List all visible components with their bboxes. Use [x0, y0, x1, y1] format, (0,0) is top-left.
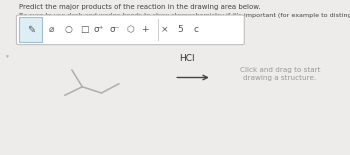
FancyBboxPatch shape: [19, 17, 42, 42]
Text: ⌀: ⌀: [49, 25, 55, 34]
Text: Predict the major products of the reaction in the drawing area below.: Predict the major products of the reacti…: [19, 4, 261, 10]
Text: ✎: ✎: [27, 25, 35, 35]
Text: Be sure to use dash and wedge bonds to show stereochemistry if it's important (f: Be sure to use dash and wedge bonds to s…: [19, 13, 350, 18]
Text: 5: 5: [177, 25, 183, 34]
FancyBboxPatch shape: [16, 15, 244, 45]
Text: +: +: [141, 25, 149, 34]
Text: ×: ×: [161, 25, 168, 34]
Text: c: c: [194, 25, 198, 34]
Text: σ⁺: σ⁺: [94, 25, 104, 34]
Text: Click and drag to start
drawing a structure.: Click and drag to start drawing a struct…: [240, 67, 320, 81]
Text: ᵩ: ᵩ: [5, 52, 8, 58]
Text: □: □: [80, 25, 88, 34]
Text: ⬡: ⬡: [126, 25, 134, 34]
Text: σ⁻: σ⁻: [109, 25, 120, 34]
Text: ○: ○: [64, 25, 72, 34]
Text: HCl: HCl: [180, 54, 195, 63]
